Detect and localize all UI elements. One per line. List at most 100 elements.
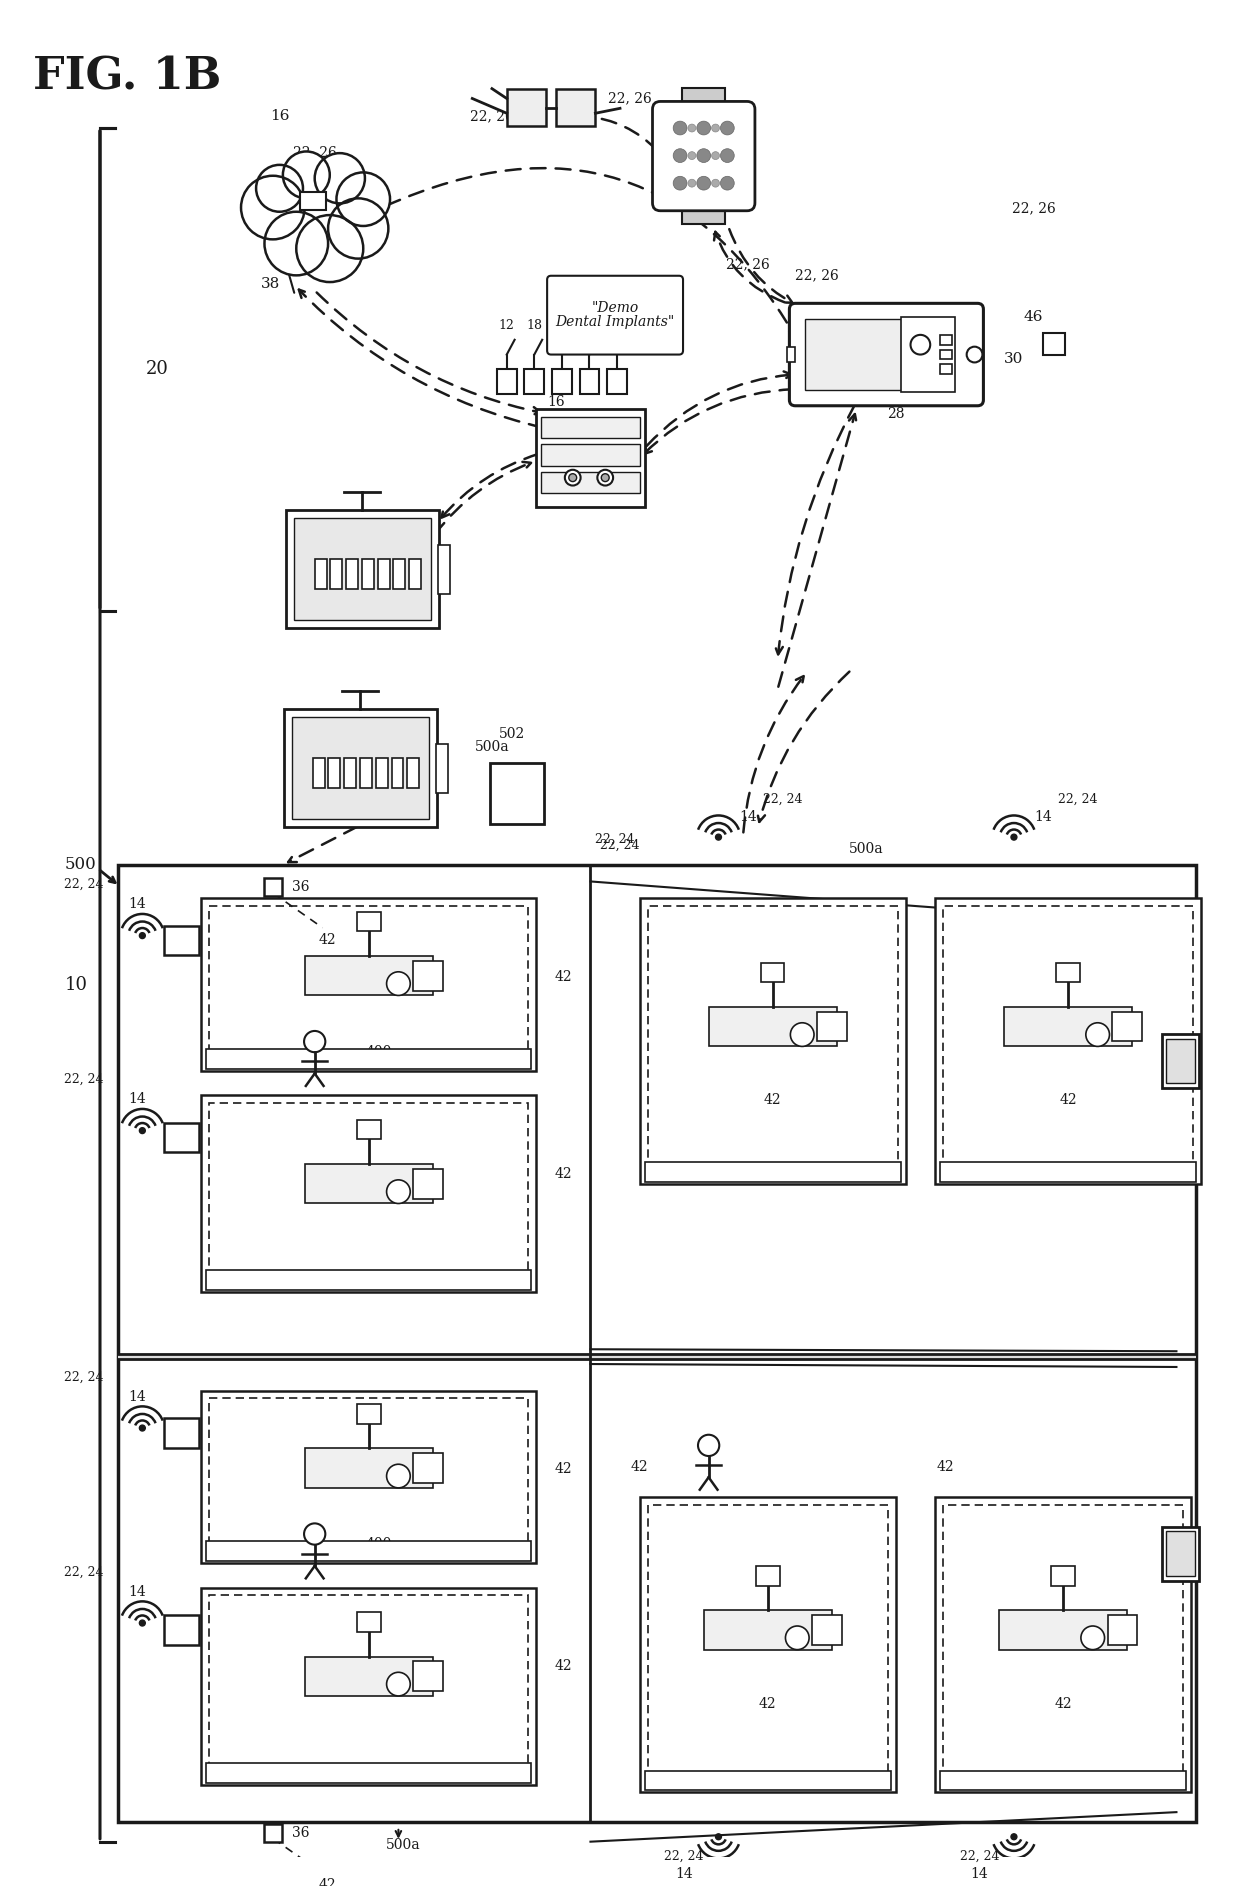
Bar <box>210 1399 528 1556</box>
Text: 42: 42 <box>759 1697 776 1711</box>
Circle shape <box>697 149 711 162</box>
Bar <box>1107 1614 1137 1645</box>
Circle shape <box>1011 834 1017 839</box>
Text: 42: 42 <box>556 1167 573 1181</box>
Bar <box>286 509 439 628</box>
Bar <box>536 409 645 507</box>
Text: 2: 2 <box>363 1545 374 1558</box>
Text: 10: 10 <box>64 975 88 994</box>
Text: "Demo: "Demo <box>591 302 639 315</box>
Text: 1: 1 <box>177 1624 186 1637</box>
Bar <box>940 336 952 345</box>
Bar <box>407 758 419 788</box>
Circle shape <box>1081 1626 1105 1650</box>
Text: 18: 18 <box>526 319 542 332</box>
Text: 32: 32 <box>554 319 570 332</box>
Circle shape <box>712 179 719 187</box>
Text: 42: 42 <box>319 1878 336 1886</box>
Text: 4: 4 <box>1063 1166 1074 1179</box>
Bar <box>507 89 546 126</box>
Bar <box>552 370 572 394</box>
Bar <box>645 1771 890 1790</box>
Bar <box>357 1405 381 1424</box>
Circle shape <box>315 153 365 204</box>
Text: 22, 26: 22, 26 <box>608 92 652 106</box>
Circle shape <box>712 151 719 160</box>
Circle shape <box>698 1435 719 1456</box>
Circle shape <box>387 1673 410 1696</box>
Bar <box>640 1497 895 1792</box>
Text: 42: 42 <box>1054 1697 1073 1711</box>
Bar <box>210 905 528 1062</box>
Text: 3: 3 <box>768 1166 777 1179</box>
Bar <box>900 317 955 392</box>
Bar <box>357 1120 381 1139</box>
Text: τ: τ <box>1058 1773 1069 1788</box>
Bar <box>305 956 433 996</box>
Bar <box>357 911 381 932</box>
Bar <box>438 545 450 594</box>
Text: 36: 36 <box>293 881 310 894</box>
Bar <box>362 560 373 588</box>
Bar <box>294 519 432 620</box>
Text: 22a: 22a <box>833 317 859 330</box>
Bar <box>1162 1526 1199 1580</box>
Text: 42: 42 <box>764 1094 781 1107</box>
Text: 22, 24: 22, 24 <box>1058 794 1097 805</box>
Text: 502: 502 <box>498 726 525 741</box>
Text: 30: 30 <box>1004 353 1024 366</box>
Circle shape <box>304 1524 325 1545</box>
Text: 40: 40 <box>852 394 870 409</box>
Circle shape <box>712 124 719 132</box>
Text: 42: 42 <box>631 1460 649 1475</box>
Text: 46: 46 <box>1024 309 1043 324</box>
Text: 22b: 22b <box>951 317 978 330</box>
Bar <box>940 364 952 373</box>
Circle shape <box>139 934 145 939</box>
Bar <box>284 709 436 828</box>
Circle shape <box>673 175 687 190</box>
Text: 1: 1 <box>177 1130 186 1145</box>
Text: 14: 14 <box>129 1584 146 1599</box>
Circle shape <box>569 473 577 481</box>
Text: 14: 14 <box>675 1867 693 1880</box>
Bar <box>378 560 389 588</box>
Circle shape <box>264 211 329 275</box>
Circle shape <box>720 149 734 162</box>
Circle shape <box>688 124 696 132</box>
Circle shape <box>697 175 711 190</box>
Circle shape <box>304 1032 325 1052</box>
Bar <box>787 347 795 362</box>
Bar <box>497 370 517 394</box>
Bar <box>413 1169 443 1199</box>
Bar <box>305 1164 433 1203</box>
Bar <box>1112 1013 1142 1041</box>
Text: 500a: 500a <box>849 841 884 856</box>
Circle shape <box>715 834 722 839</box>
Text: 16: 16 <box>270 109 290 123</box>
Circle shape <box>598 470 613 485</box>
Bar <box>1162 1034 1199 1088</box>
Bar <box>118 864 1197 1822</box>
Text: 22, 24: 22, 24 <box>63 1371 103 1382</box>
Text: 14: 14 <box>129 898 146 911</box>
Text: 14: 14 <box>739 811 756 824</box>
Bar <box>940 1162 1197 1183</box>
Circle shape <box>139 1620 145 1626</box>
Bar <box>206 1271 532 1290</box>
Bar <box>647 905 898 1175</box>
Bar <box>305 1656 433 1696</box>
Text: 36: 36 <box>293 1826 310 1841</box>
Text: Dental Implants": Dental Implants" <box>556 315 675 328</box>
Bar <box>413 1454 443 1482</box>
Bar <box>704 1611 832 1650</box>
Bar <box>164 1122 200 1152</box>
Circle shape <box>688 151 696 160</box>
Text: 42: 42 <box>319 932 336 947</box>
Bar <box>345 758 356 788</box>
Bar <box>164 1614 200 1645</box>
Circle shape <box>565 470 580 485</box>
Bar <box>413 1662 443 1692</box>
Text: ε: ε <box>763 1773 773 1788</box>
Bar <box>357 1613 381 1631</box>
